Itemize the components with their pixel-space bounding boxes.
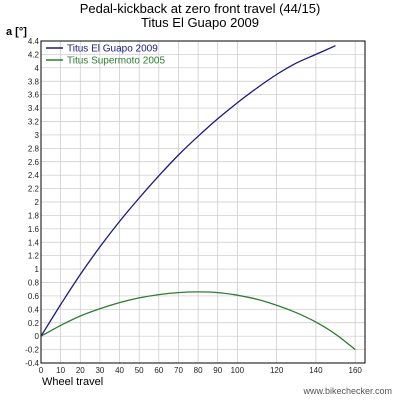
y-tick-label: 2 — [35, 198, 40, 207]
y-tick-label: 4.2 — [28, 50, 40, 59]
y-tick-label: 3.8 — [28, 77, 40, 86]
y-tick-label: 1.8 — [28, 211, 40, 220]
x-tick-label: 20 — [76, 366, 85, 375]
x-tick-label: 80 — [194, 366, 203, 375]
x-tick-label: 70 — [174, 366, 183, 375]
y-tick-label: 0.4 — [28, 305, 40, 314]
y-tick-label: 3 — [35, 131, 40, 140]
y-tick-label: 2.2 — [28, 185, 40, 194]
x-tick-label: 160 — [349, 366, 363, 375]
legend-label: Titus Supermoto 2005 — [67, 56, 165, 67]
y-tick-label: 1.4 — [28, 238, 40, 247]
y-axis-ticks: -0.4 -0.2 0 0.2 0.4 0.6 0.8 1 1.2 1.4 1.6 1.8 2 2.2 2.… — [25, 37, 39, 368]
y-tick-label: 1 — [35, 265, 40, 274]
y-tick-label: 3.6 — [28, 91, 40, 100]
y-tick-label: 2.4 — [28, 171, 40, 180]
y-tick-label: 3.2 — [28, 118, 40, 127]
x-axis-label: Wheel travel — [42, 376, 103, 388]
plot-frame — [40, 40, 366, 364]
grid — [40, 40, 365, 364]
y-tick-label: 0.6 — [28, 292, 40, 301]
series-lines — [40, 45, 356, 351]
credit-text: www.bikechecker.com — [302, 386, 392, 396]
series-line — [40, 291, 356, 351]
y-tick-label: -0.4 — [25, 359, 39, 368]
series-line — [40, 45, 336, 337]
x-axis-ticks: 0 10 20 30 40 50 60 70 80 90 100 120 140 160 — [39, 366, 363, 375]
x-tick-label: 100 — [231, 366, 245, 375]
x-tick-label: 120 — [270, 366, 284, 375]
y-tick-label: 4 — [35, 64, 40, 73]
y-axis-label: a [°] — [6, 26, 27, 38]
chart-title: Pedal-kickback at zero front travel (44/… — [80, 1, 321, 16]
x-tick-label: 90 — [213, 366, 222, 375]
y-tick-label: 4.4 — [28, 37, 40, 46]
x-tick-label: 0 — [39, 366, 44, 375]
x-tick-label: 140 — [309, 366, 323, 375]
y-tick-label: 0.2 — [28, 319, 40, 328]
y-tick-label: 0 — [35, 332, 40, 341]
legend-label: Titus El Guapo 2009 — [67, 44, 158, 55]
y-tick-label: 1.6 — [28, 225, 40, 234]
chart-subtitle: Titus El Guapo 2009 — [141, 15, 259, 30]
y-tick-label: 2.8 — [28, 144, 40, 153]
y-tick-label: 2.6 — [28, 158, 40, 167]
y-tick-label: 3.4 — [28, 104, 40, 113]
x-tick-label: 60 — [154, 366, 163, 375]
x-tick-label: 50 — [135, 366, 144, 375]
y-tick-label: -0.2 — [25, 346, 39, 355]
x-tick-label: 10 — [56, 366, 65, 375]
x-tick-label: 40 — [115, 366, 124, 375]
y-tick-label: 1.2 — [28, 252, 40, 261]
x-tick-label: 30 — [95, 366, 104, 375]
y-tick-label: 0.8 — [28, 279, 40, 288]
